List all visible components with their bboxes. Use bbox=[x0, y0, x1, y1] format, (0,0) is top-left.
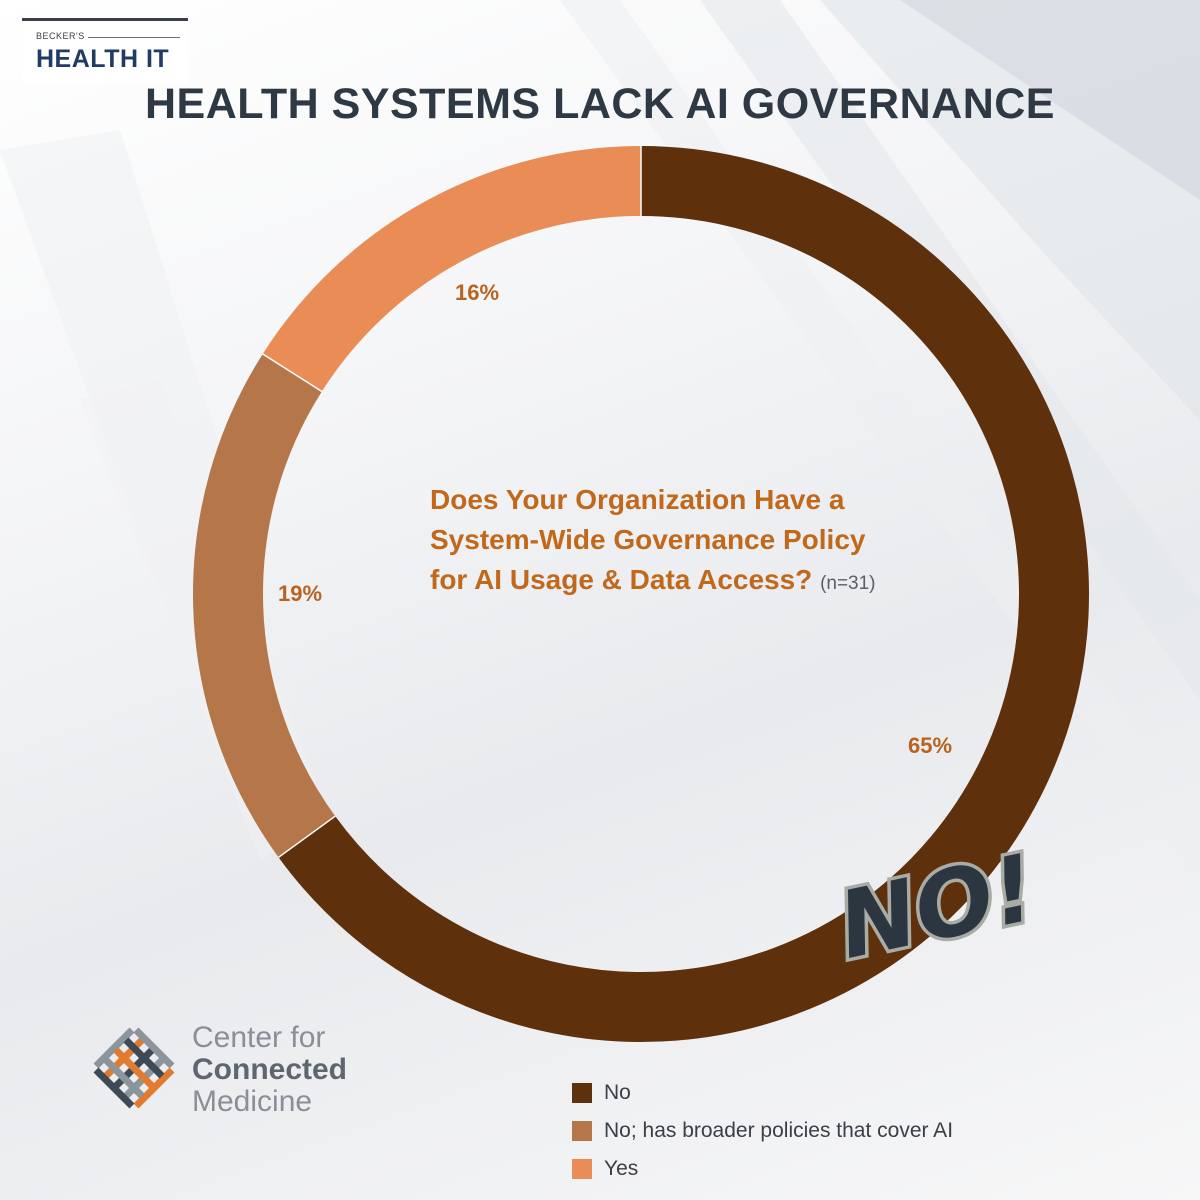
data-label-yes: 16% bbox=[455, 280, 500, 305]
legend-label-no: No bbox=[604, 1081, 631, 1104]
donut-segment-broader bbox=[193, 353, 336, 858]
legend-item-no: No bbox=[572, 1074, 953, 1112]
ccm-line-3: Medicine bbox=[192, 1085, 313, 1118]
segment-separator bbox=[262, 353, 323, 393]
ccm-line-2: Connected bbox=[192, 1053, 348, 1086]
legend-label-broader: No; has broader policies that cover AI bbox=[604, 1119, 954, 1142]
segment-separator bbox=[278, 815, 336, 858]
chart-question: Does Your Organization Have a System-Wid… bbox=[430, 480, 890, 604]
page-title: HEALTH SYSTEMS LACK AI GOVERNANCE bbox=[145, 80, 1055, 128]
legend-item-broader: No; has broader policies that cover AI bbox=[572, 1112, 953, 1150]
donut-segment-yes bbox=[262, 146, 642, 392]
beckers-health-it-logo: BECKER'S HEALTH IT bbox=[22, 18, 188, 83]
legend-swatch-broader bbox=[572, 1121, 592, 1141]
legend-swatch-no bbox=[572, 1083, 592, 1103]
data-label-no: 65% bbox=[908, 733, 953, 758]
legend-item-yes: Yes bbox=[572, 1150, 953, 1188]
chart-legend: No No; has broader policies that cover A… bbox=[572, 1074, 953, 1188]
logo-big-text: HEALTH IT bbox=[36, 45, 170, 73]
legend-label-yes: Yes bbox=[604, 1157, 639, 1180]
center-for-connected-medicine-logo bbox=[93, 1027, 175, 1109]
ccm-name: Center for Connected Medicine bbox=[192, 1022, 347, 1118]
no-stamp-graphic: NO!! bbox=[826, 830, 1040, 980]
donut-segment-no bbox=[278, 146, 1089, 1042]
stamp-text: NO!! bbox=[830, 830, 1040, 980]
logo-divider bbox=[88, 37, 180, 38]
chart-title: Does Your Organization Have a System-Wid… bbox=[430, 484, 866, 595]
sample-size-note: (n=31) bbox=[820, 573, 876, 594]
ccm-line-1: Center for bbox=[192, 1021, 326, 1054]
data-label-broader: 19% bbox=[278, 581, 323, 606]
logo-small-text: BECKER'S bbox=[36, 31, 85, 41]
legend-swatch-yes bbox=[572, 1159, 592, 1179]
